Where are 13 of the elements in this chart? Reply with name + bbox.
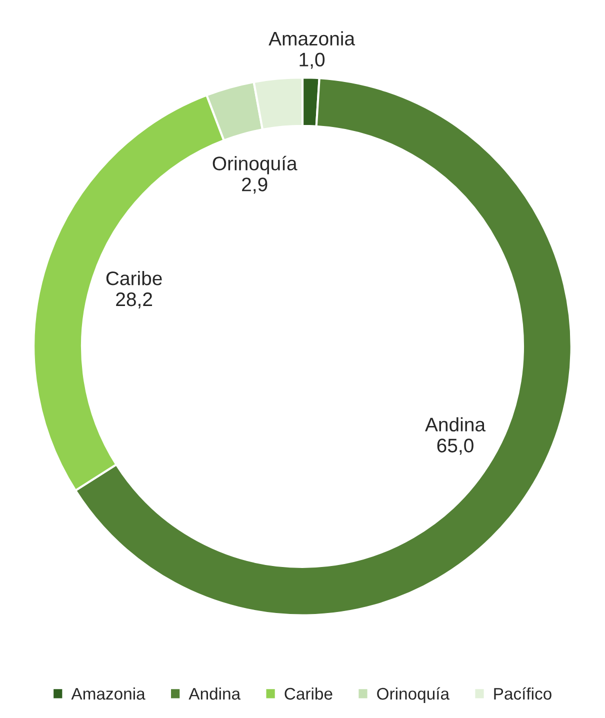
slice-label: Orinoquía (212, 156, 298, 174)
legend-label: Pacífico (494, 687, 552, 700)
legend-label: Amazonia (71, 687, 146, 700)
legend-label: Andina (188, 687, 241, 700)
legend-label: Orinoquía (377, 687, 450, 703)
slice-label: Amazonia (268, 31, 356, 46)
slice-label: Andina (425, 417, 486, 432)
data-label: 2,9 (242, 178, 268, 194)
legend-label: Caribe (284, 687, 332, 700)
data-label: 1,0 (300, 52, 325, 69)
slice-label: Caribe (106, 270, 162, 286)
data-label: 65,0 (437, 438, 474, 455)
data-label: 28,2 (116, 292, 152, 308)
